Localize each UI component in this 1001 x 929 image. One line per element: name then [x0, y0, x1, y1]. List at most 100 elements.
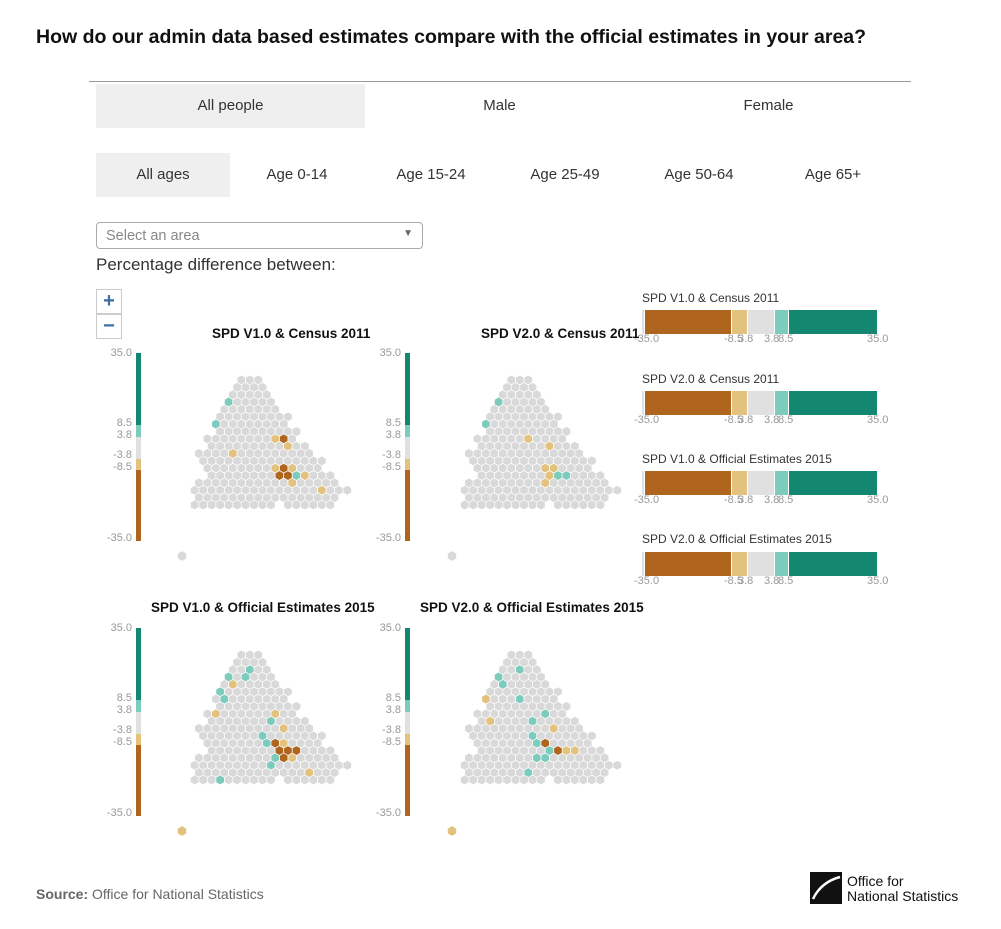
area-hex[interactable] — [257, 774, 268, 786]
area-hex[interactable] — [587, 774, 597, 786]
zoom-out-button[interactable]: − — [96, 314, 122, 339]
scale-segment — [405, 437, 410, 459]
tab-male[interactable]: Male — [483, 97, 516, 114]
area-hex[interactable] — [207, 499, 217, 511]
area-hex[interactable] — [561, 499, 572, 511]
scale-label: 8.5 — [116, 692, 132, 704]
area-hex[interactable] — [460, 774, 470, 786]
area-hex[interactable] — [494, 499, 504, 511]
area-hex[interactable] — [485, 774, 495, 786]
area-hex[interactable] — [519, 499, 529, 511]
area-hex[interactable] — [300, 499, 310, 511]
area-hex[interactable] — [553, 499, 563, 511]
area-hex[interactable] — [447, 551, 457, 561]
area-hex[interactable] — [342, 484, 352, 496]
scale-label: -35.0 — [106, 532, 132, 544]
area-hex[interactable] — [468, 499, 478, 511]
area-hex[interactable] — [266, 499, 276, 511]
area-hex[interactable] — [561, 774, 572, 786]
area-hex[interactable] — [595, 499, 605, 511]
area-hex[interactable] — [570, 499, 580, 511]
hexmap-v1-official[interactable] — [170, 645, 355, 840]
area-hex[interactable] — [190, 499, 200, 511]
area-hex[interactable] — [502, 774, 512, 786]
area-hex[interactable] — [570, 774, 580, 786]
area-hex[interactable] — [342, 759, 352, 771]
area-hex[interactable] — [291, 499, 302, 511]
hexmap-v1-census[interactable] — [170, 370, 355, 565]
area-hex[interactable] — [578, 774, 588, 786]
area-hex[interactable] — [325, 499, 335, 511]
area-hex[interactable] — [249, 499, 259, 511]
area-hex[interactable] — [240, 774, 251, 786]
area-hex[interactable] — [612, 484, 622, 496]
scale-segment — [136, 734, 141, 745]
area-hex[interactable] — [266, 774, 276, 786]
scale-label: -35.0 — [106, 807, 132, 819]
area-hex[interactable] — [477, 499, 487, 511]
area-hex[interactable] — [249, 774, 259, 786]
area-hex[interactable] — [177, 551, 187, 561]
tab-age-15-24[interactable]: Age 15-24 — [396, 166, 466, 183]
area-hex[interactable] — [325, 774, 335, 786]
area-hex[interactable] — [510, 499, 521, 511]
area-hex[interactable] — [232, 499, 242, 511]
area-hex[interactable] — [215, 499, 225, 511]
legend-tick-label: -35.0 — [634, 575, 660, 587]
area-hex[interactable] — [502, 499, 512, 511]
area-hex[interactable] — [578, 499, 588, 511]
area-hex[interactable] — [224, 499, 234, 511]
area-hex[interactable] — [308, 499, 318, 511]
area-hex[interactable] — [283, 774, 293, 786]
area-hex[interactable] — [207, 774, 217, 786]
tab-all-people[interactable]: All people — [96, 84, 365, 128]
area-hex[interactable] — [447, 826, 457, 836]
area-hex[interactable] — [177, 826, 187, 836]
tab-age-65-plus[interactable]: Age 65+ — [804, 166, 862, 183]
area-hex[interactable] — [190, 774, 200, 786]
area-hex[interactable] — [527, 499, 538, 511]
area-hex[interactable] — [224, 774, 234, 786]
area-hex[interactable] — [595, 774, 605, 786]
area-hex[interactable] — [553, 774, 563, 786]
area-hex[interactable] — [536, 499, 546, 511]
tab-female[interactable]: Female — [743, 97, 794, 114]
tab-age-0-14[interactable]: Age 0-14 — [266, 166, 328, 183]
area-hex[interactable] — [536, 774, 546, 786]
area-hex[interactable] — [198, 499, 208, 511]
tab-all-ages[interactable]: All ages — [96, 153, 230, 197]
zoom-in-button[interactable]: + — [96, 289, 122, 314]
area-select[interactable]: Select an area ▼ — [96, 222, 423, 249]
scale-segment — [136, 353, 141, 425]
area-hex[interactable] — [215, 774, 225, 786]
area-hex[interactable] — [300, 774, 310, 786]
area-hex[interactable] — [240, 499, 251, 511]
area-hex[interactable] — [612, 759, 622, 771]
area-hex[interactable] — [308, 774, 318, 786]
area-hex[interactable] — [317, 774, 327, 786]
area-hex[interactable] — [198, 774, 208, 786]
tab-age-50-64[interactable]: Age 50-64 — [664, 166, 734, 183]
area-hex[interactable] — [283, 499, 293, 511]
scale-segment — [405, 628, 410, 700]
area-hex[interactable] — [317, 499, 327, 511]
area-hex[interactable] — [468, 774, 478, 786]
legend-segment — [748, 391, 775, 415]
ons-logo-icon — [810, 872, 842, 904]
area-hex[interactable] — [291, 774, 302, 786]
area-hex[interactable] — [527, 774, 538, 786]
area-hex[interactable] — [485, 499, 495, 511]
area-hex[interactable] — [587, 499, 597, 511]
hexmap-v2-census[interactable] — [440, 370, 625, 565]
scale-label: 3.8 — [116, 704, 132, 716]
hexmap-v2-official[interactable] — [440, 645, 625, 840]
area-hex[interactable] — [510, 774, 521, 786]
legend-tick-label: 35.0 — [867, 333, 889, 345]
area-hex[interactable] — [232, 774, 242, 786]
area-hex[interactable] — [257, 499, 268, 511]
area-hex[interactable] — [460, 499, 470, 511]
area-hex[interactable] — [494, 774, 504, 786]
area-hex[interactable] — [519, 774, 529, 786]
tab-age-25-49[interactable]: Age 25-49 — [530, 166, 600, 183]
area-hex[interactable] — [477, 774, 487, 786]
